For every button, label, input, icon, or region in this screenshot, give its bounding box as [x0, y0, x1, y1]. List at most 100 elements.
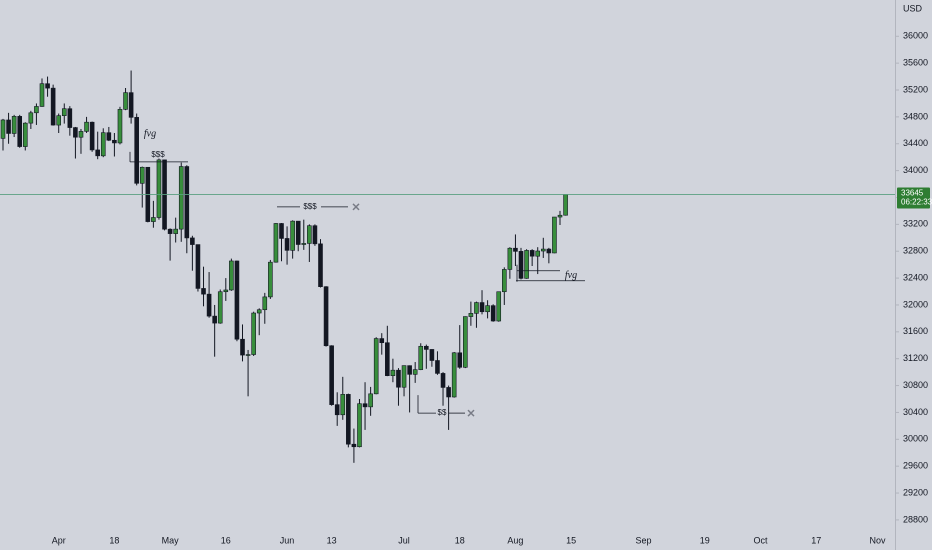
candle-body — [507, 247, 513, 270]
candle-body — [17, 116, 23, 147]
candle-body — [435, 360, 440, 374]
annotation-label: $$$ — [303, 202, 317, 211]
candle-body — [446, 387, 451, 398]
candle-body — [106, 132, 112, 141]
candle-body — [251, 312, 256, 355]
y-tick-label: 36000 — [903, 31, 928, 41]
y-tick-label: 32000 — [903, 299, 928, 309]
last-price-label: 33645 — [901, 189, 924, 198]
candle-body — [240, 338, 245, 356]
y-tick-label: 31200 — [903, 353, 928, 363]
candle-body — [457, 352, 463, 368]
y-tick-label: 30400 — [903, 407, 928, 417]
x-tick-label: 17 — [811, 535, 821, 545]
candle-body — [440, 373, 446, 388]
candle-body — [501, 269, 507, 293]
candle-body — [112, 139, 117, 144]
y-tick-label: 32400 — [903, 272, 928, 282]
candle-body — [61, 108, 67, 116]
annotation-cross — [467, 409, 475, 417]
candle-body — [134, 117, 139, 184]
candle-body — [552, 216, 557, 254]
candle-body — [28, 112, 34, 124]
annotation-label: fvg — [144, 129, 156, 140]
y-tick-label: 35600 — [903, 58, 928, 68]
candle-body — [563, 194, 568, 216]
annotation-label: $$ — [438, 408, 447, 417]
candle-body — [262, 296, 268, 311]
candle-body — [485, 305, 490, 313]
candle-body — [373, 338, 379, 395]
candle-body — [451, 352, 457, 398]
candle-body — [22, 122, 28, 147]
x-tick-label: Jun — [280, 535, 295, 545]
candle-body — [307, 225, 312, 244]
candle-body — [390, 369, 396, 376]
candle-body — [401, 365, 407, 388]
price-tag — [897, 187, 930, 209]
candle-body — [540, 248, 546, 252]
candle-body — [117, 109, 123, 144]
candle-body — [290, 220, 295, 251]
candle-body — [513, 247, 518, 252]
candle-body — [351, 443, 357, 448]
candle-body — [279, 223, 284, 239]
candle-body — [206, 293, 212, 317]
x-tick-label: Jul — [398, 535, 410, 545]
candle-body — [535, 250, 541, 257]
candle-body — [229, 260, 234, 291]
candle-body — [407, 365, 412, 375]
candle-body — [184, 166, 190, 239]
candle-body — [357, 403, 362, 448]
candle-body — [490, 305, 496, 322]
candle-body — [201, 288, 206, 295]
x-tick-label: 16 — [221, 535, 231, 545]
y-tick-label: 33200 — [903, 219, 928, 229]
candle-body — [173, 228, 178, 234]
candle-body — [496, 291, 502, 322]
x-tick-label: 13 — [327, 535, 337, 545]
candle-body — [73, 127, 78, 138]
candle-body — [123, 92, 128, 110]
candle-body — [223, 289, 229, 293]
candle-body — [518, 251, 524, 279]
y-tick-label: 29600 — [903, 461, 928, 471]
candle-body — [323, 286, 329, 347]
x-tick-label: Aug — [507, 535, 523, 545]
y-tick-label: 34000 — [903, 165, 928, 175]
candle-body — [362, 403, 368, 408]
y-tick-label: 32800 — [903, 246, 928, 256]
candle-body — [95, 149, 100, 157]
candle-body — [429, 349, 435, 361]
y-tick-label: 31600 — [903, 326, 928, 336]
candle-body — [379, 338, 385, 344]
candle-body — [56, 115, 62, 126]
x-tick-label: Oct — [754, 535, 769, 545]
candle-body — [151, 217, 156, 222]
candle-body — [479, 302, 485, 313]
y-tick-label: 34800 — [903, 111, 928, 121]
candle-body — [245, 354, 251, 356]
candle-body — [67, 108, 73, 128]
candle-body — [301, 243, 307, 245]
x-tick-label: May — [162, 535, 180, 545]
candle-body — [195, 244, 201, 289]
candle-body — [78, 131, 84, 138]
candle-body — [167, 228, 173, 234]
x-tick-label: Sep — [636, 535, 652, 545]
candle-body — [39, 83, 45, 107]
candle-body — [368, 393, 373, 408]
x-tick-label: Nov — [869, 535, 886, 545]
x-tick-label: 15 — [566, 535, 576, 545]
candle-body — [557, 214, 563, 218]
candle-body — [385, 342, 390, 376]
candle-body — [318, 243, 323, 287]
candle-body — [334, 404, 340, 416]
candle-body — [284, 238, 290, 251]
y-tick-label: 35200 — [903, 84, 928, 94]
annotation-label: $$$ — [151, 150, 165, 159]
x-tick-label: 18 — [109, 535, 119, 545]
candle-body — [128, 92, 134, 118]
